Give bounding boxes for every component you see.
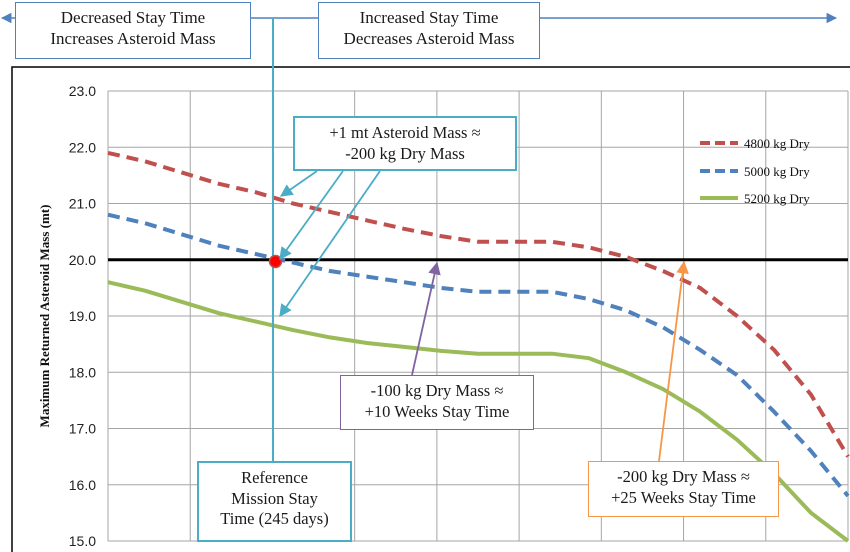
asteroid-mass-callout: +1 mt Asteroid Mass ≈ -200 kg Dry Mass — [293, 116, 517, 171]
dry-mass-100-line1: -100 kg Dry Mass ≈ — [370, 381, 504, 400]
chart-frame — [11, 66, 850, 552]
dry-mass-100-callout: -100 kg Dry Mass ≈ +10 Weeks Stay Time — [340, 375, 534, 430]
dry-mass-200-line2: +25 Weeks Stay Time — [611, 487, 756, 507]
series-line-0 — [107, 150, 850, 458]
decreased-stay-line2: Increases Asteroid Mass — [50, 29, 216, 49]
legend-label: 5200 kg Dry — [744, 191, 810, 206]
reference-stay-time-callout: Reference Mission Stay Time (245 days) — [197, 461, 352, 542]
y-tick-label: 20.0 — [69, 252, 96, 268]
legend-label: 4800 kg Dry — [744, 136, 810, 151]
decreased-stay-time-box: Decreased Stay Time Increases Asteroid M… — [15, 2, 251, 59]
y-tick-label: 22.0 — [69, 139, 96, 155]
y-tick-label: 19.0 — [69, 308, 96, 324]
dry-mass-200-callout: -200 kg Dry Mass ≈ +25 Weeks Stay Time — [588, 461, 779, 517]
y-tick-label: 23.0 — [69, 83, 96, 99]
reference-line2: Mission Stay — [231, 488, 318, 508]
dry-mass-100-line2: +10 Weeks Stay Time — [364, 401, 510, 421]
y-tick-label: 17.0 — [69, 421, 96, 437]
y-tick-label: 18.0 — [69, 364, 96, 380]
reference-point-marker — [268, 254, 283, 269]
decreased-stay-line1: Decreased Stay Time — [60, 8, 206, 27]
increased-stay-line2: Decreases Asteroid Mass — [343, 29, 515, 49]
y-tick-label: 15.0 — [69, 533, 96, 549]
legend-label: 5000 kg Dry — [744, 164, 810, 179]
asteroid-mass-line1: +1 mt Asteroid Mass ≈ — [329, 123, 481, 142]
series-line-2 — [107, 280, 850, 543]
reference-line1: Reference — [241, 468, 308, 487]
asteroid-mass-line2: -200 kg Dry Mass — [345, 143, 465, 163]
callout-arrow-orange — [658, 260, 689, 462]
callout-arrow-5200 — [279, 170, 381, 318]
y-axis-label: Maximum Returned Asteroid Mass (mt) — [37, 205, 52, 428]
reference-line3: Time (245 days) — [220, 509, 329, 529]
dry-mass-200-line1: -200 kg Dry Mass ≈ — [617, 467, 750, 486]
callout-arrow-5000 — [279, 170, 344, 261]
increased-stay-line1: Increased Stay Time — [359, 8, 499, 27]
y-tick-label: 16.0 — [69, 477, 96, 493]
callout-arrow-4800 — [279, 170, 318, 197]
increased-stay-time-box: Increased Stay Time Decreases Asteroid M… — [318, 2, 540, 59]
callout-arrow-purple — [411, 261, 441, 376]
y-tick-label: 21.0 — [69, 196, 96, 212]
